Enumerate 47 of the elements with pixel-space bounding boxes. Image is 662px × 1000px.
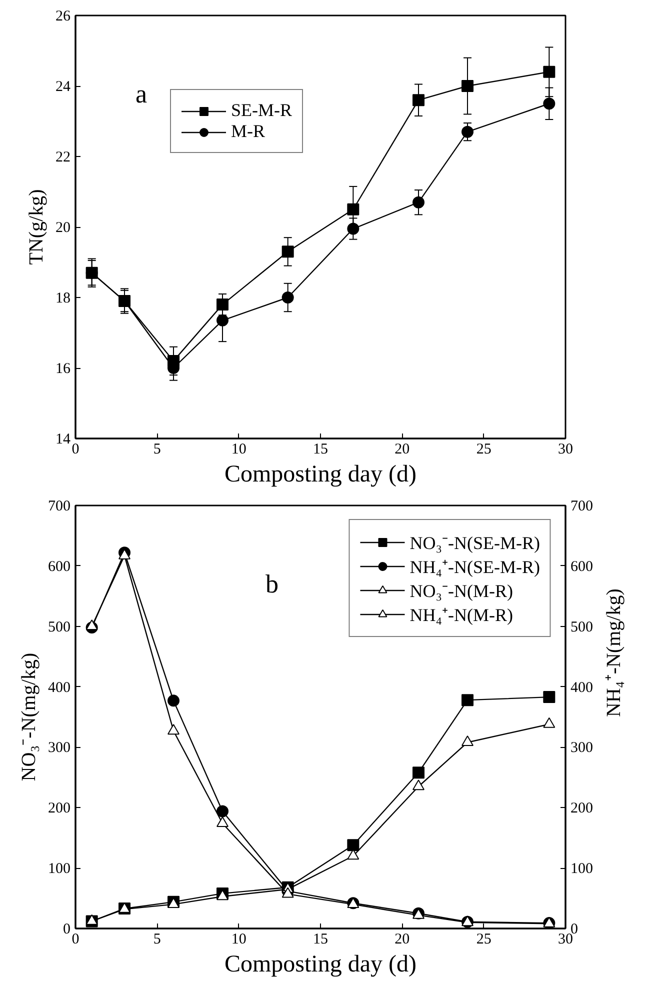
legend-label: SE-M-R [231,100,292,121]
y2-tick-label: 500 [570,619,593,636]
x-tick-label: 25 [476,932,492,948]
annotation: b [266,570,278,598]
x-tick-label: 10 [231,442,246,458]
y-tick-label: 24 [56,79,71,95]
y2-tick-label: 100 [570,861,593,878]
y2-tick-label: 700 [570,498,593,514]
y-tick-label: 18 [56,290,70,306]
x-tick-label: 15 [313,932,328,948]
y-tick-label: 200 [48,800,70,817]
x-tick-label: 20 [394,932,410,948]
y2-tick-label: 300 [570,740,593,756]
x-tick-label: 30 [558,442,573,458]
y-tick-label: 400 [48,680,70,696]
y-tick-label: 20 [56,220,70,236]
y-tick-label: 600 [48,558,70,575]
x-tick-label: 10 [231,932,246,948]
y-tick-label: 700 [48,498,70,514]
y-tick-label: 26 [56,8,71,24]
legend-label: NO₃⁻-N(M-R) [410,580,513,602]
y-tick-label: 14 [56,432,71,448]
y-axis-title: NO₃⁻-N(mg/kg) [18,652,40,782]
x-tick-label: 20 [394,442,410,458]
y-axis-title: TN(g/kg) [26,189,48,265]
y2-tick-label: 600 [570,558,593,575]
annotation: a [136,80,148,108]
y-tick-label: 300 [48,740,70,756]
y-tick-label: 22 [56,150,70,166]
y2-tick-label: 200 [570,800,593,817]
x-tick-label: 5 [153,442,161,458]
legend-label: NH₄⁺-N(M-R) [410,604,513,626]
y-tick-label: 500 [48,619,70,636]
legend-label: NO₃⁻-N(SE-M-R) [410,532,540,554]
y-tick-label: 16 [56,361,71,377]
y-tick-label: 0 [63,922,70,938]
x-tick-label: 5 [153,932,161,948]
y2-tick-label: 400 [570,680,593,696]
legend-label: M-R [231,121,266,142]
legend-label: NH₄⁺-N(SE-M-R) [410,556,540,578]
y-tick-label: 100 [48,861,70,878]
x-tick-label: 15 [313,442,328,458]
x-axis-title: Composting day (d) [224,462,417,488]
x-tick-label: 30 [558,932,573,948]
x-tick-label: 25 [476,442,492,458]
x-axis-title: Composting day (d) [224,952,417,978]
y2-axis-title: NH₄⁺-N(mg/kg) [603,588,625,717]
